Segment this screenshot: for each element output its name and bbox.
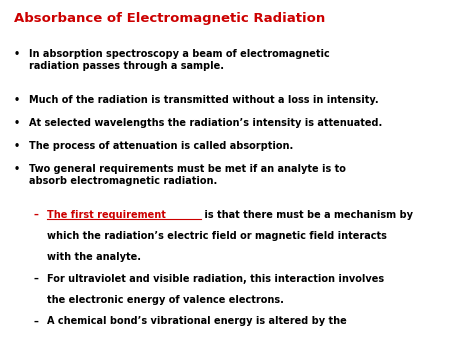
Text: Two general requirements must be met if an analyte is to
absorb electromagnetic : Two general requirements must be met if …	[29, 164, 346, 186]
Text: The process of attenuation is called absorption.: The process of attenuation is called abs…	[29, 141, 293, 151]
Text: For ultraviolet and visible radiation, this interaction involves: For ultraviolet and visible radiation, t…	[47, 274, 384, 284]
Text: –: –	[34, 274, 39, 284]
Text: the electronic energy of valence electrons.: the electronic energy of valence electro…	[47, 295, 284, 305]
Text: Much of the radiation is transmitted without a loss in intensity.: Much of the radiation is transmitted wit…	[29, 95, 379, 105]
Text: –: –	[34, 316, 39, 327]
Text: At selected wavelengths the radiation’s intensity is attenuated.: At selected wavelengths the radiation’s …	[29, 118, 382, 128]
Text: •: •	[14, 95, 20, 105]
Text: •: •	[14, 164, 20, 174]
Text: •: •	[14, 141, 20, 151]
Text: which the radiation’s electric field or magnetic field interacts: which the radiation’s electric field or …	[47, 231, 387, 241]
Text: In absorption spectroscopy a beam of electromagnetic
radiation passes through a : In absorption spectroscopy a beam of ele…	[29, 49, 330, 71]
Text: with the analyte.: with the analyte.	[47, 252, 141, 263]
Text: –: –	[34, 210, 39, 220]
Text: A chemical bond’s vibrational energy is altered by the: A chemical bond’s vibrational energy is …	[47, 316, 347, 327]
Text: Absorbance of Electromagnetic Radiation: Absorbance of Electromagnetic Radiation	[14, 12, 325, 25]
Text: •: •	[14, 118, 20, 128]
Text: The first requirement: The first requirement	[47, 210, 166, 220]
Text: •: •	[14, 49, 20, 59]
Text: is that there must be a mechanism by: is that there must be a mechanism by	[201, 210, 413, 220]
